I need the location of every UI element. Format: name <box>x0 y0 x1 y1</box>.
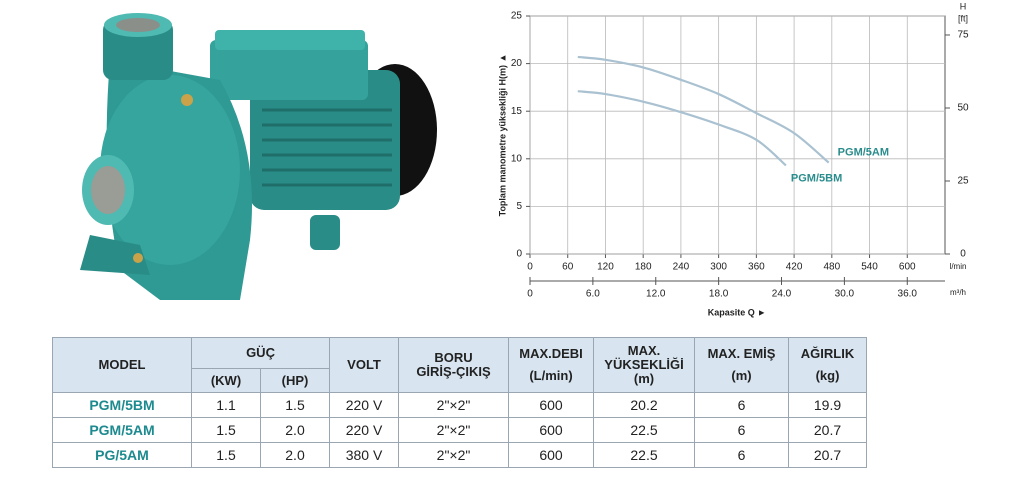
y2-tick-label: 75 <box>957 30 969 41</box>
table-body: PGM/5BM 1.1 1.5 220 V 2"×2" 600 20.2 6 19.9 PGM/5… <box>52 392 868 468</box>
table-cell: 20.7 <box>788 442 868 468</box>
x-tick-label: 540 <box>861 262 878 273</box>
x-axis-label: Kapasite Q ► <box>708 307 766 317</box>
x-tick-label: 480 <box>823 262 840 273</box>
header-line: (L/min) <box>529 368 573 383</box>
header-line: MAX.DEBI <box>519 346 583 361</box>
table-cell: 2.0 <box>259 417 331 443</box>
table-cell: 22.5 <box>593 417 696 443</box>
x2-unit: m³/h <box>950 288 966 297</box>
table-cell: 20.2 <box>593 392 696 418</box>
table-cell: 2"×2" <box>398 392 510 418</box>
x2-tick-label: 30.0 <box>835 289 855 300</box>
table-cell: 2.0 <box>259 442 331 468</box>
x-tick-label: 60 <box>562 262 574 273</box>
header-cell: MAX. YÜKSEKLİĞİ (m) <box>593 337 696 393</box>
header-line: AĞIRLIK <box>800 346 855 361</box>
x2-tick-label: 12.0 <box>646 289 666 300</box>
y2-tick-label: 25 <box>957 176 969 187</box>
x2-tick-label: 18.0 <box>709 289 729 300</box>
table-cell: 600 <box>508 392 595 418</box>
y-tick-label: 5 <box>516 201 522 212</box>
table-cell: PGM/5AM <box>52 417 192 443</box>
header-line: (m) <box>731 368 752 383</box>
header-line: GİRİŞ-ÇIKIŞ <box>416 364 491 379</box>
y-tick-label: 10 <box>511 153 523 164</box>
y2-tick-label: 50 <box>957 103 969 114</box>
curve-label: PGM/5BM <box>791 172 842 184</box>
table-cell: PG/5AM <box>52 442 192 468</box>
x-tick-label: 360 <box>748 262 765 273</box>
table-cell: 19.9 <box>788 392 868 418</box>
header-cell: MAX.DEBI (L/min) <box>508 337 595 393</box>
y-tick-label: 15 <box>511 106 523 117</box>
header-cell: (KW) <box>191 368 261 393</box>
table-cell: 6 <box>694 392 790 418</box>
y-axis-label: Toplam manometre yüksekliği H(m) ▲ <box>497 54 507 217</box>
plot-frame <box>529 15 946 255</box>
table-cell: 2"×2" <box>398 417 510 443</box>
table-cell: 2"×2" <box>398 442 510 468</box>
table-cell: 600 <box>508 442 595 468</box>
table-row: PGM/5BM 1.1 1.5 220 V 2"×2" 600 20.2 6 19.9 <box>52 392 868 418</box>
table-row: PG/5AM 1.5 2.0 380 V 2"×2" 600 22.5 6 20.7 <box>52 442 868 468</box>
x2-tick-label: 0 <box>527 289 533 300</box>
x-tick-label: 420 <box>786 262 803 273</box>
x-tick-label: 180 <box>635 262 652 273</box>
header-cell: MODEL <box>52 337 192 393</box>
header-cell: BORU GİRİŞ-ÇIKIŞ <box>398 337 510 393</box>
y2-unit: [ft] <box>958 13 968 23</box>
table-cell: 1.5 <box>191 442 261 468</box>
table-cell: 1.5 <box>191 417 261 443</box>
header-cell: VOLT <box>329 337 400 393</box>
header-line: (kg) <box>815 368 840 383</box>
x-unit: l/min <box>950 262 967 271</box>
x2-tick-label: 24.0 <box>772 289 792 300</box>
table-cell: 20.7 <box>788 417 868 443</box>
curve <box>577 90 787 167</box>
spec-table: MODEL GÜÇ VOLT BORU GİRİŞ-ÇIKIŞ MAX.DEBI (… <box>52 337 868 468</box>
table-cell: 220 V <box>329 417 400 443</box>
header-line: YÜKSEKLİĞİ <box>604 357 684 372</box>
table-cell: 1.1 <box>191 392 261 418</box>
header-cell: MAX. EMİŞ (m) <box>694 337 790 393</box>
header-line: BORU <box>434 350 473 365</box>
header-line: (m) <box>633 371 655 386</box>
header-cell: AĞIRLIK (kg) <box>788 337 868 393</box>
header-cell: (HP) <box>259 368 331 393</box>
y-tick-label: 25 <box>511 11 523 22</box>
curve <box>577 55 830 164</box>
table-cell: 1.5 <box>259 392 331 418</box>
header-line: MAX. EMİŞ <box>707 346 776 361</box>
table-cell: 600 <box>508 417 595 443</box>
x-tick-label: 120 <box>597 262 614 273</box>
table-row: PGM/5AM 1.5 2.0 220 V 2"×2" 600 22.5 6 20.7 <box>52 417 868 443</box>
x-tick-label: 0 <box>527 262 533 273</box>
y2-tick-label: 0 <box>960 249 966 260</box>
x2-tick-label: 36.0 <box>898 289 918 300</box>
header-cell: GÜÇ <box>190 337 331 369</box>
table-cell: 22.5 <box>593 442 696 468</box>
chart: 0 60 120 180 240 300 360 420 480 540 600 0 5 10 15 20 25… <box>80 1 969 317</box>
table-cell: PGM/5BM <box>52 392 192 418</box>
table-cell: 6 <box>694 417 790 443</box>
table-cell: 220 V <box>329 392 400 418</box>
pump-image <box>80 13 437 300</box>
y-tick-label: 0 <box>516 249 522 260</box>
header-line: MAX. <box>627 343 661 358</box>
table-cell: 380 V <box>329 442 400 468</box>
x-tick-label: 240 <box>673 262 690 273</box>
y-tick-label: 20 <box>511 58 523 69</box>
x-tick-label: 600 <box>899 262 916 273</box>
curve-label: PGM/5AM <box>838 147 889 159</box>
y2-label: H <box>960 1 967 11</box>
x2-tick-label: 6.0 <box>586 289 600 300</box>
x-tick-label: 300 <box>710 262 727 273</box>
table-cell: 6 <box>694 442 790 468</box>
